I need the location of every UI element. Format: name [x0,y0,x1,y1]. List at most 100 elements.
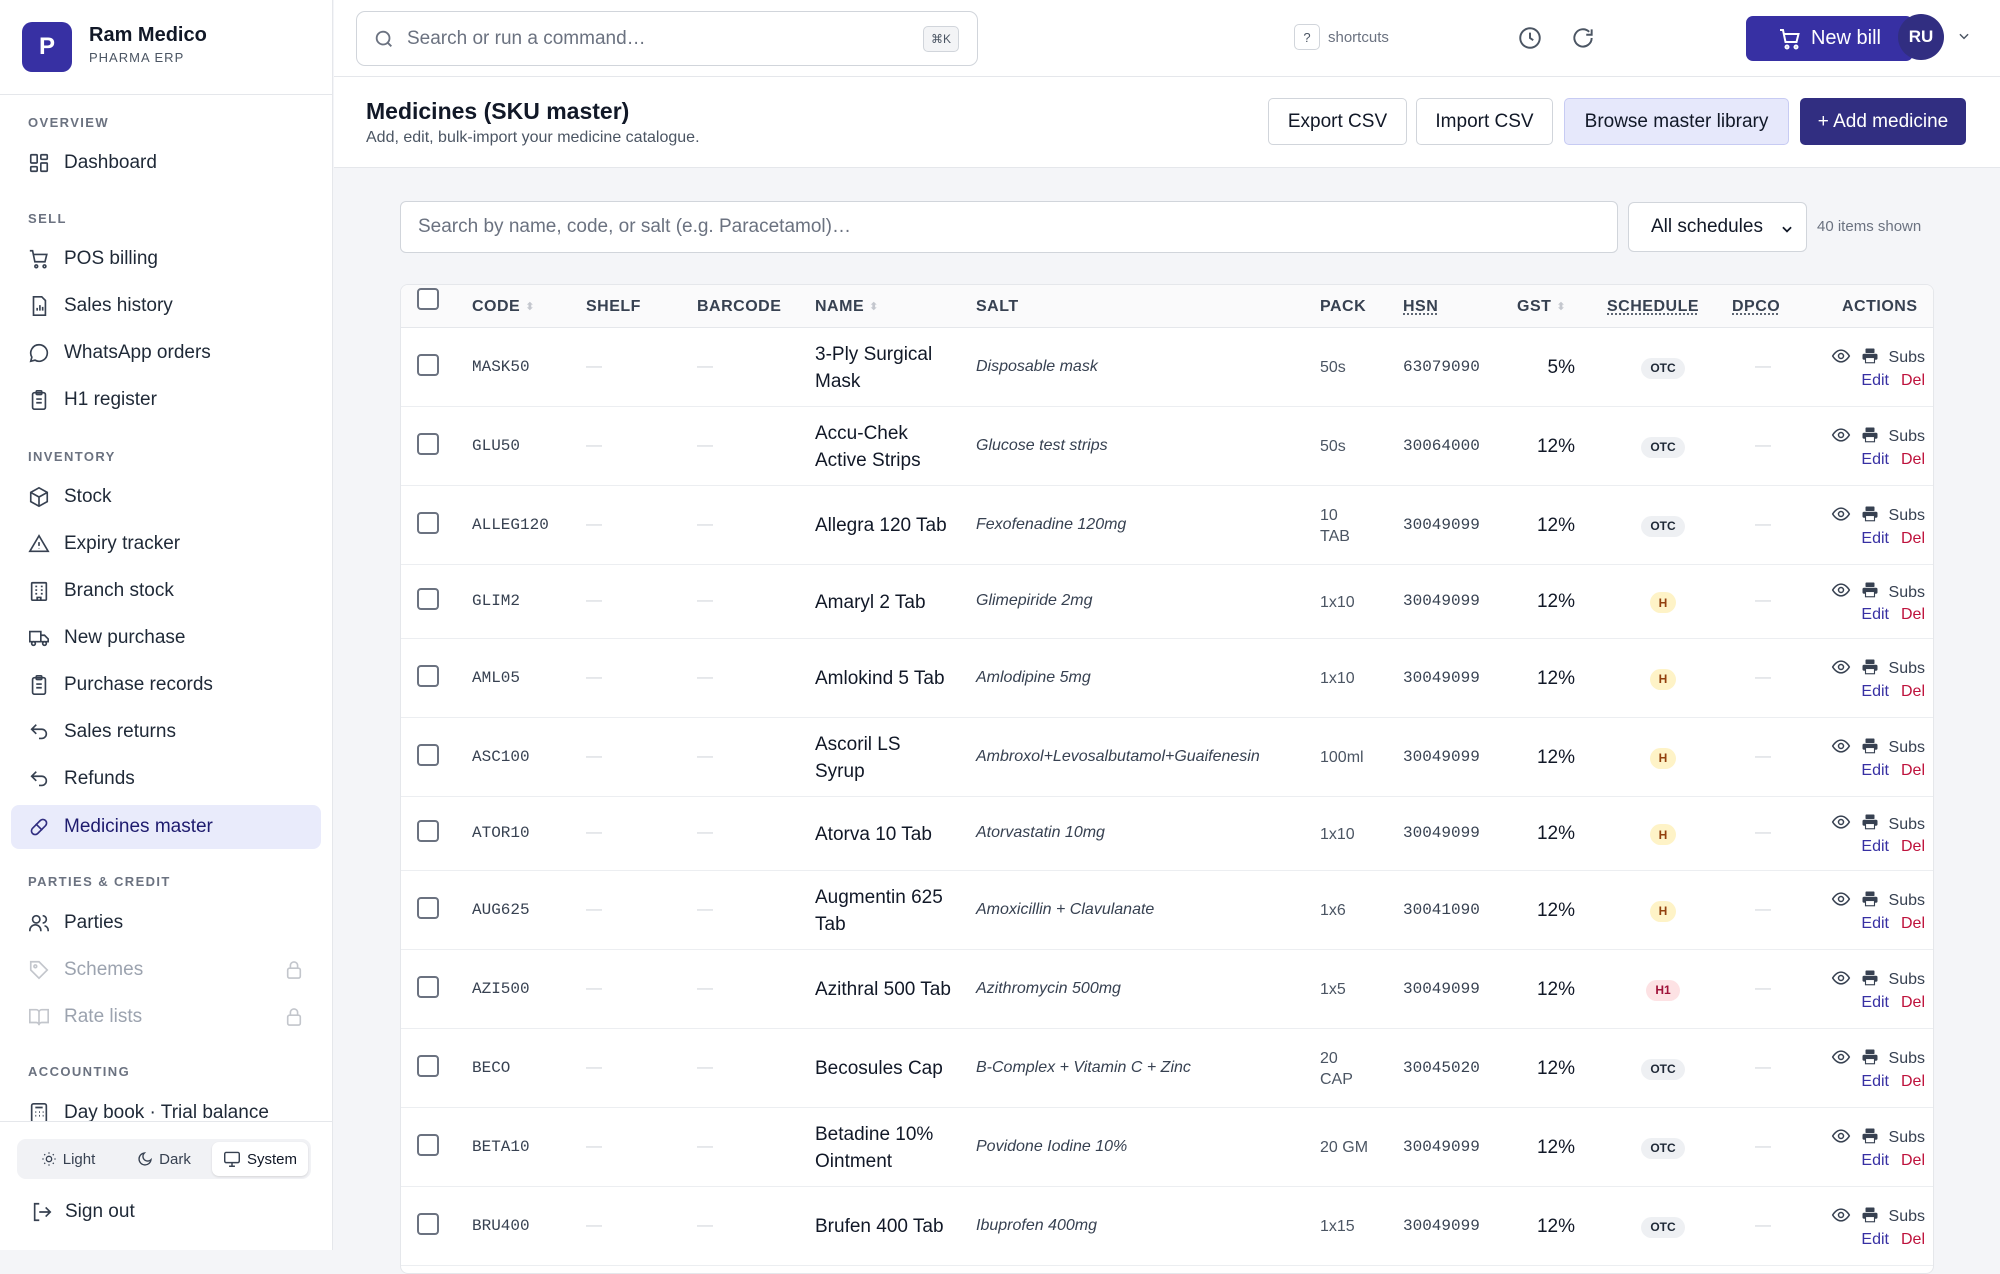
subs-button[interactable]: Subs [1889,507,1925,525]
row-checkbox[interactable] [417,588,439,610]
avatar[interactable]: RU [1898,14,1944,60]
delete-button[interactable]: Del [1901,683,1925,701]
edit-button[interactable]: Edit [1861,451,1889,469]
subs-button[interactable]: Subs [1889,1208,1925,1226]
column-header-name[interactable]: NAME ⬍ [815,298,879,316]
sidebar-item-sales-history[interactable]: Sales history [11,284,321,328]
view-eye-icon[interactable] [1831,1047,1851,1072]
theme-system-button[interactable]: System [212,1142,308,1176]
command-search-input[interactable] [407,12,907,65]
edit-button[interactable]: Edit [1861,838,1889,856]
view-eye-icon[interactable] [1831,736,1851,761]
schedule-select[interactable]: All schedules [1628,202,1807,252]
print-icon[interactable] [1861,737,1879,760]
sidebar-item-parties[interactable]: Parties [11,901,321,945]
print-icon[interactable] [1861,426,1879,449]
edit-button[interactable]: Edit [1861,372,1889,390]
sidebar-item-branch-stock[interactable]: Branch stock [11,569,321,613]
theme-light-button[interactable]: Light [20,1142,116,1176]
delete-button[interactable]: Del [1901,1231,1925,1249]
sidebar-item-day-book[interactable]: Day book · Trial balance [11,1091,321,1121]
sign-out-button[interactable]: Sign out [31,1197,135,1227]
column-header-code[interactable]: CODE ⬍ [472,298,535,316]
view-eye-icon[interactable] [1831,504,1851,529]
print-icon[interactable] [1861,347,1879,370]
sidebar-item-expiry-tracker[interactable]: Expiry tracker [11,522,321,566]
select-all-checkbox[interactable] [417,288,439,310]
delete-button[interactable]: Del [1901,606,1925,624]
view-eye-icon[interactable] [1831,425,1851,450]
print-icon[interactable] [1861,581,1879,604]
import-csv-button[interactable]: Import CSV [1416,98,1553,145]
command-search[interactable]: ⌘K [356,11,978,66]
subs-button[interactable]: Subs [1889,1129,1925,1147]
history-icon[interactable] [1517,25,1543,51]
delete-button[interactable]: Del [1901,838,1925,856]
edit-button[interactable]: Edit [1861,762,1889,780]
refresh-icon[interactable] [1570,25,1596,51]
subs-button[interactable]: Subs [1889,971,1925,989]
row-checkbox[interactable] [417,354,439,376]
view-eye-icon[interactable] [1831,1126,1851,1151]
row-checkbox[interactable] [417,976,439,998]
sidebar-item-dashboard[interactable]: Dashboard [11,141,321,185]
column-header-gst[interactable]: GST ⬍ [1517,298,1566,316]
edit-button[interactable]: Edit [1861,1231,1889,1249]
edit-button[interactable]: Edit [1861,1073,1889,1091]
view-eye-icon[interactable] [1831,580,1851,605]
medicine-search-input[interactable] [400,201,1618,253]
sidebar-item-sales-returns[interactable]: Sales returns [11,710,321,754]
subs-button[interactable]: Subs [1889,660,1925,678]
sidebar-item-h1-register[interactable]: H1 register [11,378,321,422]
print-icon[interactable] [1861,658,1879,681]
add-medicine-button[interactable]: + Add medicine [1800,98,1966,145]
row-checkbox[interactable] [417,820,439,842]
row-checkbox[interactable] [417,1134,439,1156]
delete-button[interactable]: Del [1901,451,1925,469]
delete-button[interactable]: Del [1901,994,1925,1012]
sidebar-item-whatsapp-orders[interactable]: WhatsApp orders [11,331,321,375]
edit-button[interactable]: Edit [1861,994,1889,1012]
delete-button[interactable]: Del [1901,372,1925,390]
view-eye-icon[interactable] [1831,657,1851,682]
view-eye-icon[interactable] [1831,346,1851,371]
row-checkbox[interactable] [417,433,439,455]
subs-button[interactable]: Subs [1889,816,1925,834]
print-icon[interactable] [1861,890,1879,913]
delete-button[interactable]: Del [1901,1073,1925,1091]
print-icon[interactable] [1861,969,1879,992]
print-icon[interactable] [1861,813,1879,836]
sidebar-item-purchase-records[interactable]: Purchase records [11,663,321,707]
sidebar-item-refunds[interactable]: Refunds [11,757,321,801]
delete-button[interactable]: Del [1901,530,1925,548]
row-checkbox[interactable] [417,1213,439,1235]
view-eye-icon[interactable] [1831,968,1851,993]
chevron-down-icon[interactable] [1957,29,1971,43]
theme-dark-button[interactable]: Dark [116,1142,212,1176]
row-checkbox[interactable] [417,665,439,687]
row-checkbox[interactable] [417,1055,439,1077]
sidebar-item-medicines-master[interactable]: Medicines master [11,805,321,849]
view-eye-icon[interactable] [1831,889,1851,914]
edit-button[interactable]: Edit [1861,915,1889,933]
subs-button[interactable]: Subs [1889,349,1925,367]
shortcuts-button[interactable]: ? shortcuts [1294,24,1389,50]
subs-button[interactable]: Subs [1889,584,1925,602]
edit-button[interactable]: Edit [1861,683,1889,701]
export-csv-button[interactable]: Export CSV [1268,98,1407,145]
browse-master-library-button[interactable]: Browse master library [1564,98,1789,145]
view-eye-icon[interactable] [1831,1205,1851,1230]
delete-button[interactable]: Del [1901,762,1925,780]
subs-button[interactable]: Subs [1889,892,1925,910]
sidebar-item-stock[interactable]: Stock [11,475,321,519]
row-checkbox[interactable] [417,897,439,919]
print-icon[interactable] [1861,1048,1879,1071]
edit-button[interactable]: Edit [1861,1152,1889,1170]
row-checkbox[interactable] [417,744,439,766]
view-eye-icon[interactable] [1831,812,1851,837]
sidebar-item-pos-billing[interactable]: POS billing [11,237,321,281]
subs-button[interactable]: Subs [1889,1050,1925,1068]
edit-button[interactable]: Edit [1861,606,1889,624]
subs-button[interactable]: Subs [1889,428,1925,446]
new-bill-button[interactable]: New bill [1746,16,1913,61]
